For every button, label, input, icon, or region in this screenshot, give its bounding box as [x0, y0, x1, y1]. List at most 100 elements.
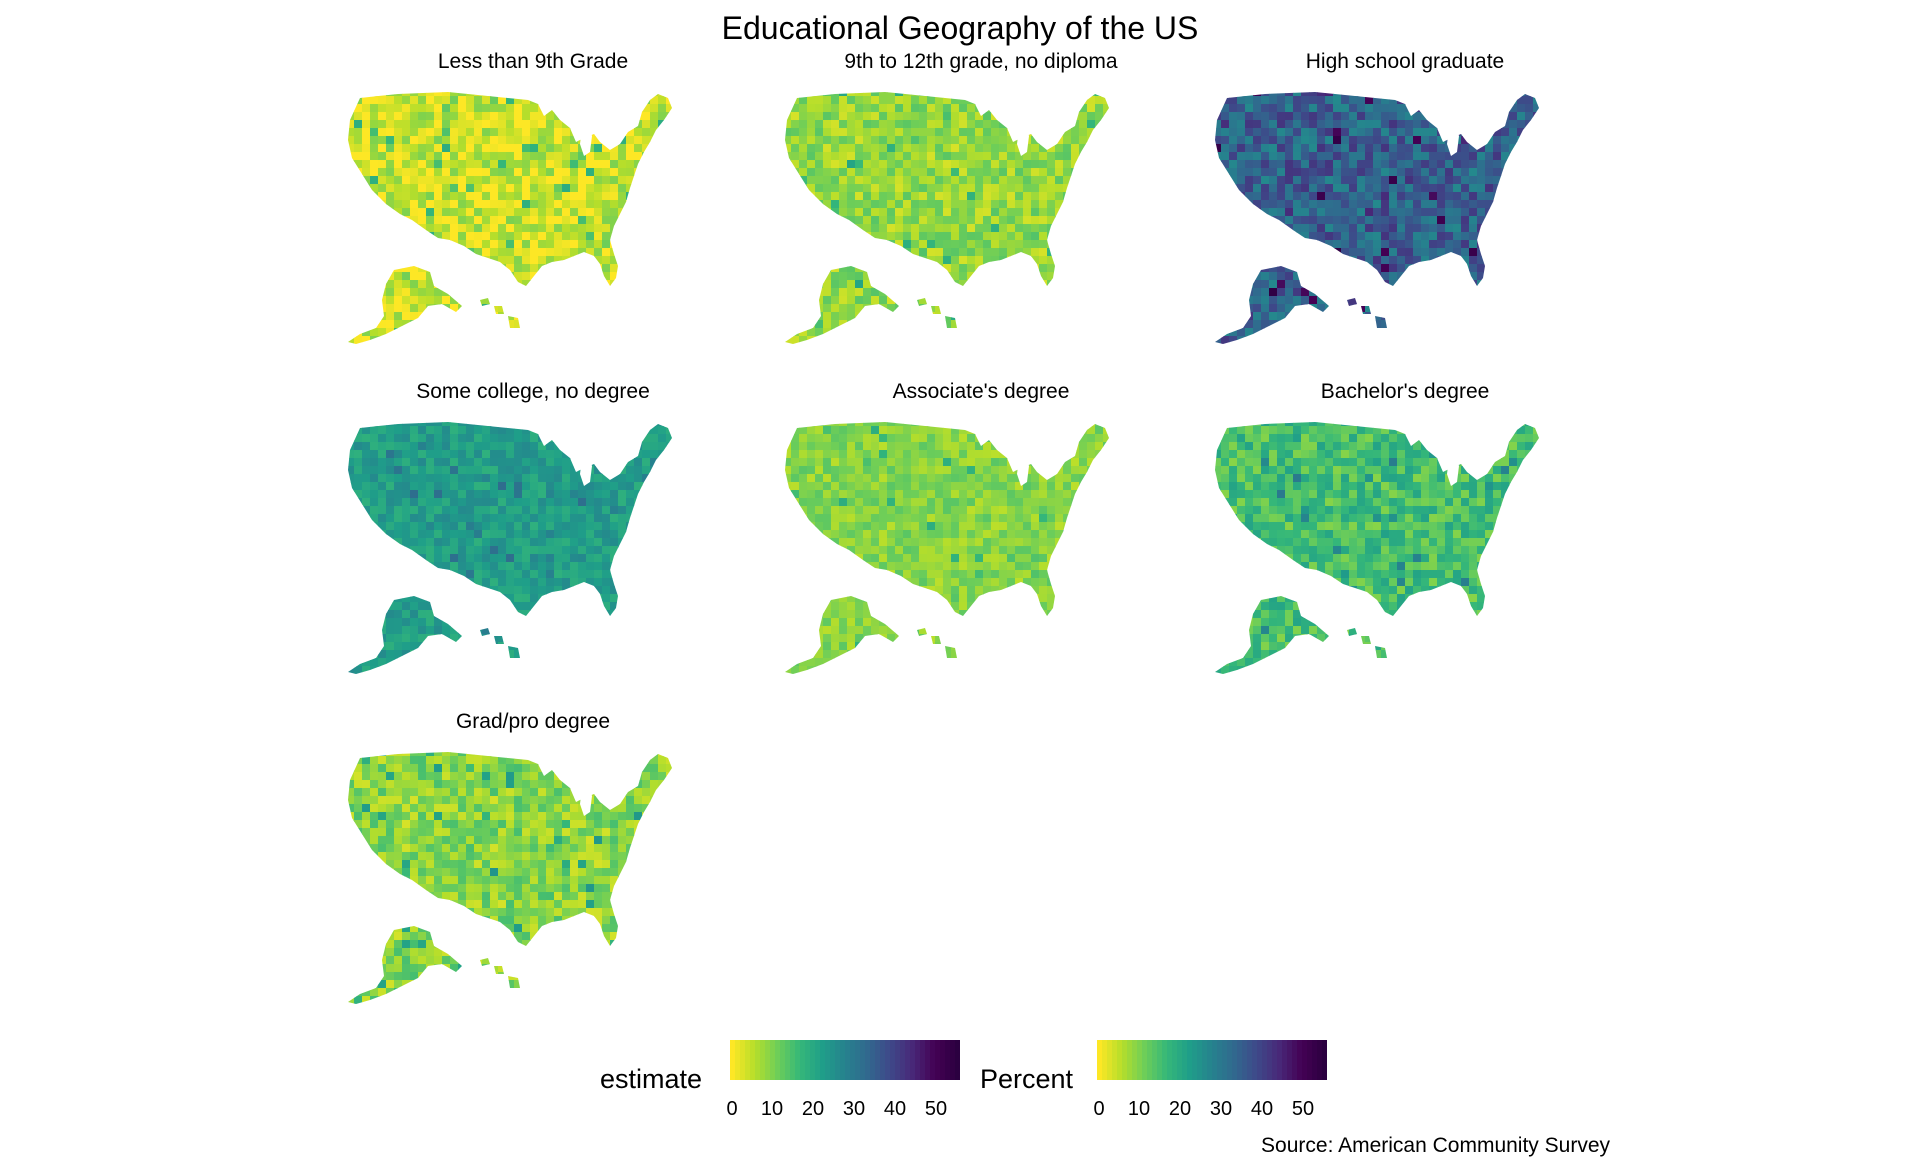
map-facet-5	[775, 410, 1175, 700]
colorbar-step	[1137, 1040, 1143, 1080]
colorbar-step	[885, 1040, 891, 1080]
colorbar-step	[860, 1040, 866, 1080]
colorbar-step	[895, 1040, 901, 1080]
colorbar-step	[1187, 1040, 1193, 1080]
legend-tick: 40	[1242, 1098, 1282, 1121]
colorbar-step	[800, 1040, 806, 1080]
colorbar-step	[1162, 1040, 1168, 1080]
colorbar-step	[920, 1040, 926, 1080]
colorbar-step	[780, 1040, 786, 1080]
colorbar-step	[1272, 1040, 1278, 1080]
colorbar-step	[905, 1040, 911, 1080]
legend-tick: 20	[793, 1098, 833, 1121]
colorbar-step	[870, 1040, 876, 1080]
facet-title-1: Less than 9th Grade	[323, 50, 743, 74]
colorbar-step	[1177, 1040, 1183, 1080]
map-facet-7	[338, 740, 738, 1030]
legend-title-estimate: estimate	[600, 1064, 702, 1095]
colorbar-step	[865, 1040, 871, 1080]
legend-tick: 20	[1160, 1098, 1200, 1121]
legend-tick: 10	[1119, 1098, 1159, 1121]
legend-colorbar-percent	[1097, 1040, 1327, 1080]
colorbar-step	[1227, 1040, 1233, 1080]
colorbar-step	[1217, 1040, 1223, 1080]
legend-tick: 0	[712, 1098, 752, 1121]
county-cells	[338, 740, 738, 1030]
legend-colorbar-estimate	[730, 1040, 960, 1080]
colorbar-step	[840, 1040, 846, 1080]
colorbar-step	[820, 1040, 826, 1080]
colorbar-step	[1302, 1040, 1308, 1080]
colorbar-step	[805, 1040, 811, 1080]
colorbar-step	[945, 1040, 951, 1080]
colorbar-step	[1247, 1040, 1253, 1080]
colorbar-step	[1192, 1040, 1198, 1080]
colorbar-step	[1312, 1040, 1318, 1080]
colorbar-step	[735, 1040, 741, 1080]
map-facet-1	[338, 80, 738, 370]
colorbar-step	[1292, 1040, 1298, 1080]
colorbar-step	[1232, 1040, 1238, 1080]
legend-tick: 30	[834, 1098, 874, 1121]
colorbar-step	[1132, 1040, 1138, 1080]
map-facet-6	[1205, 410, 1605, 700]
colorbar-step	[940, 1040, 946, 1080]
colorbar-step	[740, 1040, 746, 1080]
colorbar-step	[1112, 1040, 1118, 1080]
facet-title-7: Grad/pro degree	[323, 710, 743, 734]
colorbar-step	[750, 1040, 756, 1080]
colorbar-step	[1157, 1040, 1163, 1080]
colorbar-step	[1267, 1040, 1273, 1080]
county-cells	[1205, 80, 1605, 370]
colorbar-step	[1222, 1040, 1228, 1080]
colorbar-step	[1307, 1040, 1313, 1080]
colorbar-step	[770, 1040, 776, 1080]
legend-title-percent: Percent	[980, 1064, 1073, 1095]
colorbar-step	[785, 1040, 791, 1080]
colorbar-step	[880, 1040, 886, 1080]
colorbar-step	[955, 1040, 960, 1080]
colorbar-step	[775, 1040, 781, 1080]
map-facet-2	[775, 80, 1175, 370]
colorbar-step	[1202, 1040, 1208, 1080]
colorbar-step	[830, 1040, 836, 1080]
colorbar-step	[1117, 1040, 1123, 1080]
colorbar-step	[1287, 1040, 1293, 1080]
legend-tick: 30	[1201, 1098, 1241, 1121]
colorbar-step	[1322, 1040, 1327, 1080]
source-caption: Source: American Community Survey	[1261, 1134, 1610, 1158]
colorbar-step	[1282, 1040, 1288, 1080]
colorbar-step	[845, 1040, 851, 1080]
colorbar-step	[915, 1040, 921, 1080]
colorbar-step	[1167, 1040, 1173, 1080]
colorbar-step	[795, 1040, 801, 1080]
facet-title-3: High school graduate	[1195, 50, 1615, 74]
colorbar-step	[850, 1040, 856, 1080]
chart-title: Educational Geography of the US	[0, 10, 1920, 47]
colorbar-step	[925, 1040, 931, 1080]
colorbar-step	[810, 1040, 816, 1080]
colorbar-step	[815, 1040, 821, 1080]
legend-tick: 0	[1079, 1098, 1119, 1121]
colorbar-step	[935, 1040, 941, 1080]
colorbar-step	[1127, 1040, 1133, 1080]
colorbar-step	[755, 1040, 761, 1080]
facet-title-2: 9th to 12th grade, no diploma	[771, 50, 1191, 74]
colorbar-step	[1257, 1040, 1263, 1080]
county-cells	[338, 410, 738, 700]
colorbar-step	[760, 1040, 766, 1080]
facet-title-5: Associate's degree	[771, 380, 1191, 404]
colorbar-step	[835, 1040, 841, 1080]
county-cells	[775, 80, 1175, 370]
colorbar-step	[1147, 1040, 1153, 1080]
facet-title-4: Some college, no degree	[323, 380, 743, 404]
colorbar-step	[1182, 1040, 1188, 1080]
colorbar-step	[1297, 1040, 1303, 1080]
colorbar-step	[1142, 1040, 1148, 1080]
map-facet-3	[1205, 80, 1605, 370]
colorbar-step	[1207, 1040, 1213, 1080]
county-cells	[338, 80, 738, 370]
colorbar-step	[1242, 1040, 1248, 1080]
colorbar-step	[1172, 1040, 1178, 1080]
colorbar-step	[765, 1040, 771, 1080]
